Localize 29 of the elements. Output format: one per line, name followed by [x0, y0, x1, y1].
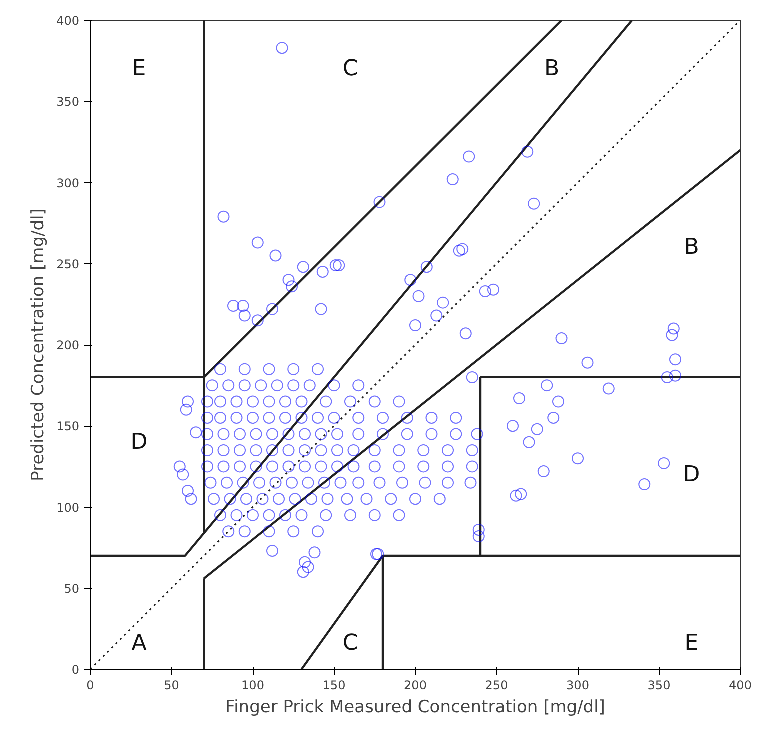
x-tick-label: 100	[242, 678, 264, 692]
y-tick-label: 0	[72, 663, 80, 677]
y-tick-label: 300	[56, 176, 80, 190]
y-axis-title: Predicted Concentration [mg/dl]	[28, 208, 49, 482]
annotation: C	[342, 631, 358, 656]
x-tick-label: 300	[566, 678, 590, 692]
annotation: A	[132, 631, 147, 656]
x-tick-label: 150	[322, 678, 346, 692]
annotation: E	[132, 56, 146, 82]
y-tick-label: 100	[56, 500, 80, 515]
x-tick-label: 200	[404, 678, 427, 692]
x-tick-label: 350	[648, 678, 671, 692]
y-tick-label: 400	[56, 14, 80, 28]
annotation: D	[130, 430, 148, 455]
x-axis-title: Finger Prick Measured Concentration [mg/dl]	[226, 698, 606, 718]
annotation: D	[683, 462, 700, 488]
y-tick-label: 350	[56, 95, 80, 110]
x-tick-label: 250	[485, 678, 508, 692]
y-tick-label: 200	[56, 338, 80, 352]
annotation: B	[544, 56, 560, 82]
x-tick-label: 0	[86, 678, 94, 692]
annotation: B	[684, 235, 700, 260]
y-tick-label: 250	[56, 257, 80, 272]
annotation: C	[342, 56, 358, 82]
x-tick-label: 400	[729, 678, 752, 692]
annotation: E	[684, 631, 699, 656]
y-tick-label: 150	[56, 420, 80, 434]
x-tick-label: 50	[164, 678, 180, 692]
y-tick-label: 50	[64, 582, 80, 596]
